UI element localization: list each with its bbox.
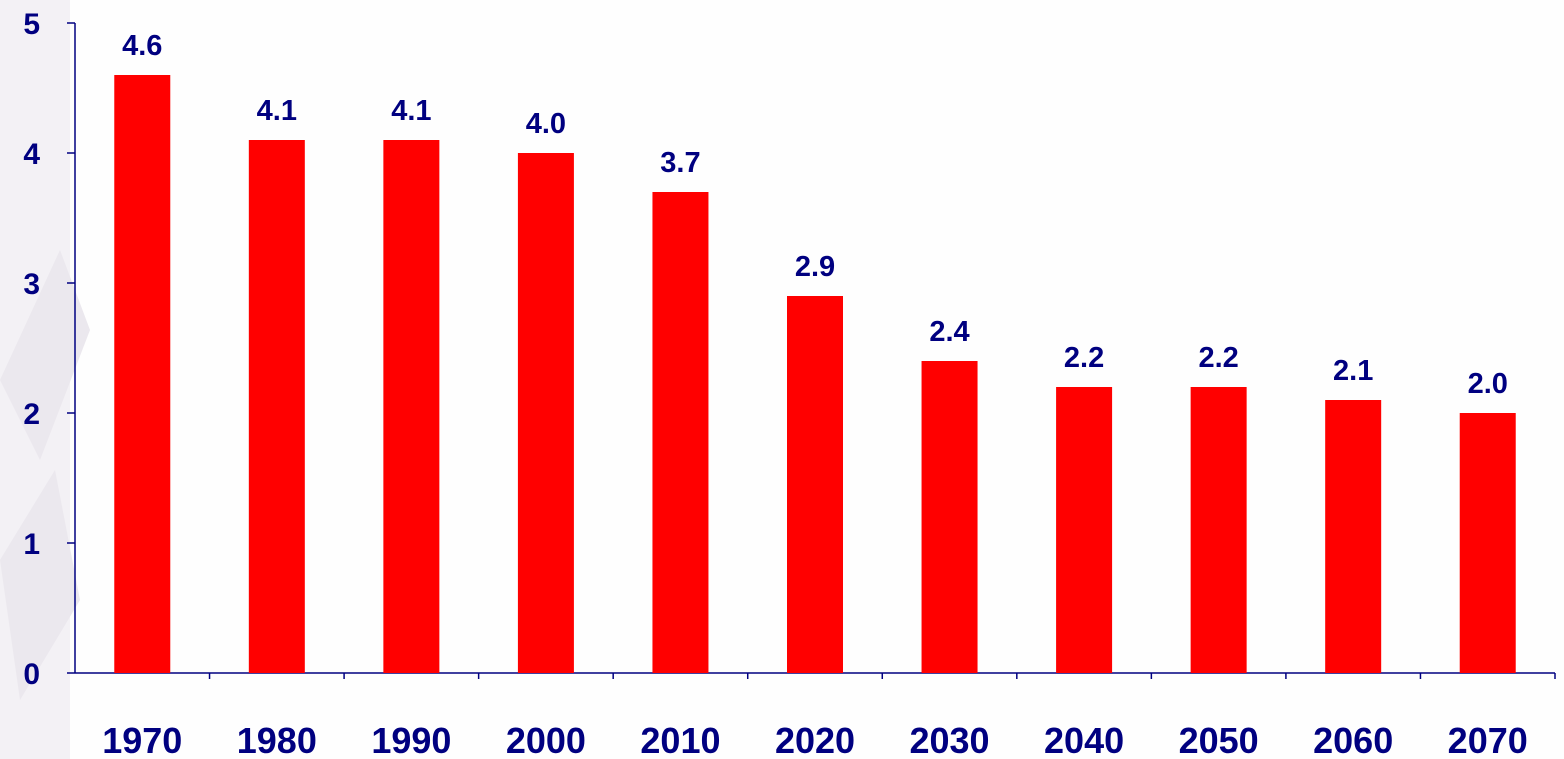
- bar-1980: [248, 140, 305, 673]
- y-tick-label: 4: [23, 138, 40, 171]
- bar-1990: [383, 140, 440, 673]
- bar-2070: [1459, 413, 1516, 673]
- data-label-2030: 2.4: [929, 316, 969, 348]
- x-tick-label-2030: 2030: [909, 720, 989, 759]
- bar-2020: [787, 296, 843, 673]
- x-tick-label-1980: 1980: [237, 720, 317, 759]
- bar-1970: [114, 75, 171, 673]
- y-tick-label: 2: [23, 398, 40, 431]
- data-label-2040: 2.2: [1064, 342, 1104, 374]
- data-label-2070: 2.0: [1468, 368, 1508, 400]
- x-tick-label-2000: 2000: [506, 720, 586, 759]
- data-label-1990: 4.1: [391, 95, 431, 127]
- data-label-2060: 2.1: [1333, 355, 1373, 387]
- data-label-2000: 4.0: [526, 108, 566, 140]
- x-tick-label-2040: 2040: [1044, 720, 1124, 759]
- x-tick-label-2060: 2060: [1313, 720, 1393, 759]
- data-label-1970: 4.6: [122, 30, 162, 62]
- bar-2040: [1056, 387, 1113, 673]
- y-axis: 0 1 2 3 4 5: [23, 8, 76, 691]
- data-label-1980: 4.1: [257, 95, 297, 127]
- x-axis: 1970 1980 1990 2000 2010 2020 2030 2040 2050 2060…: [75, 672, 1556, 759]
- y-tick-label: 5: [23, 8, 40, 41]
- bar-2030: [921, 361, 978, 673]
- x-tick-label-2010: 2010: [640, 720, 720, 759]
- x-tick-label-2050: 2050: [1179, 720, 1259, 759]
- data-labels: 4.6 4.1 4.1 4.0 3.7 2.9 2.4 2.2 2.2 2.1 2.0: [122, 30, 1508, 400]
- y-tick-label: 0: [23, 658, 40, 691]
- bar-series: [114, 75, 1516, 673]
- bar-2060: [1325, 400, 1382, 673]
- x-tick-label-1970: 1970: [102, 720, 182, 759]
- y-tick-label: 3: [23, 268, 40, 301]
- bar-2050: [1190, 387, 1247, 673]
- bar-2000: [517, 153, 574, 673]
- data-label-2020: 2.9: [795, 251, 835, 283]
- data-label-2050: 2.2: [1198, 342, 1238, 374]
- bar-2010: [652, 192, 709, 673]
- x-tick-label-2020: 2020: [775, 720, 855, 759]
- x-tick-label-2070: 2070: [1448, 720, 1528, 759]
- background-shading: [0, 0, 90, 759]
- y-tick-label: 1: [23, 528, 40, 561]
- x-tick-label-1990: 1990: [371, 720, 451, 759]
- data-label-2010: 3.7: [660, 147, 700, 179]
